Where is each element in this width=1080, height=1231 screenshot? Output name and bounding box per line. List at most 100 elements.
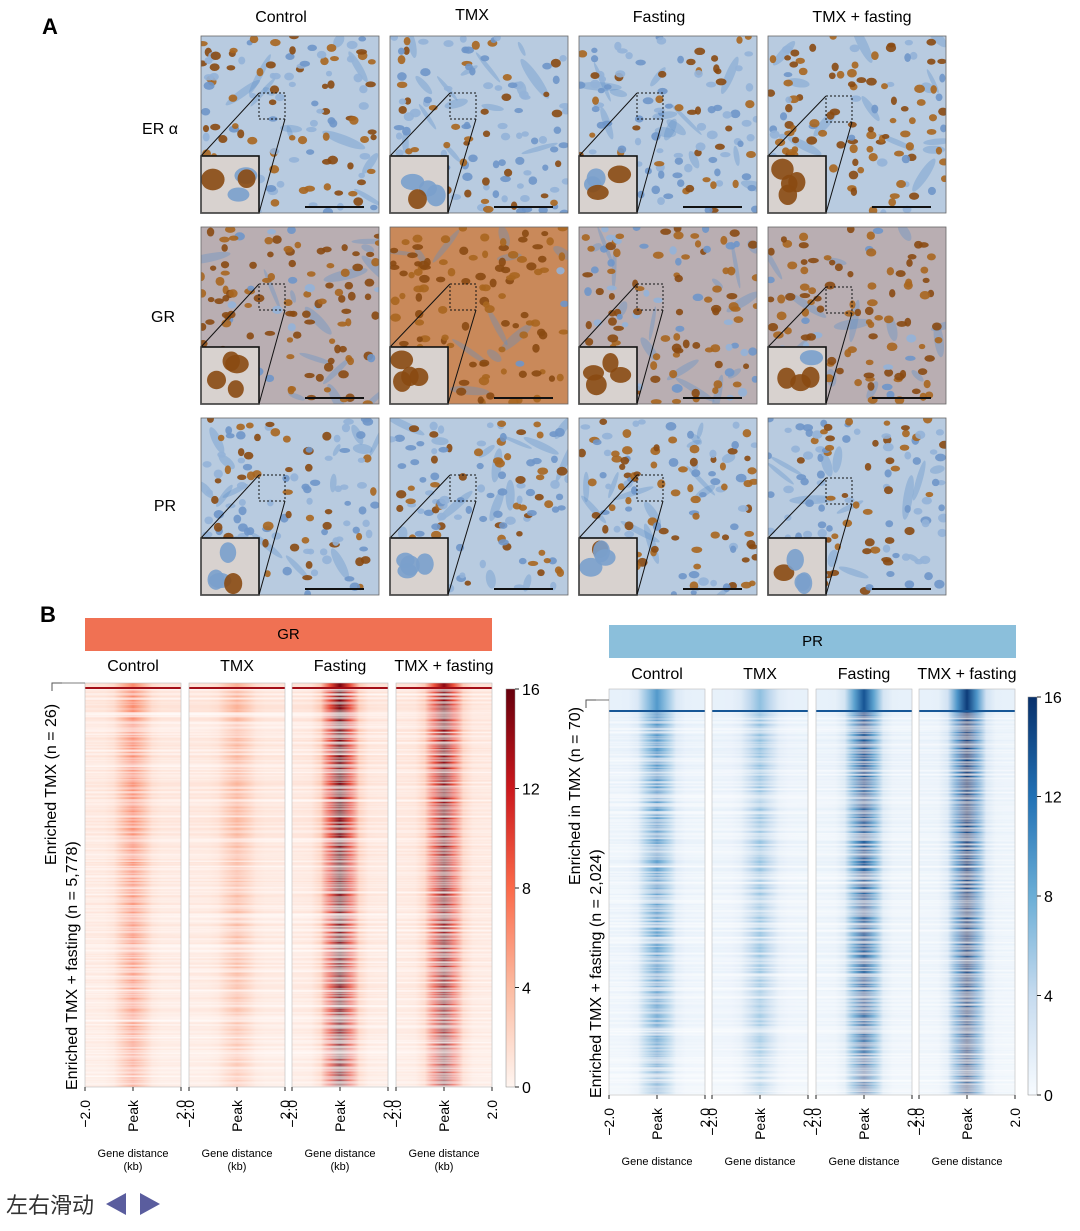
ihc-tile-gr-fasting bbox=[578, 226, 758, 405]
pr-xtick-label-2-2: 2.0 bbox=[904, 1108, 920, 1128]
pr-xtick-label-0-0: −2.0 bbox=[601, 1108, 617, 1136]
pr-xtick-label-0-2: 2.0 bbox=[697, 1108, 713, 1128]
pr-row-group-label-1: Enriched in TMX (n = 70) bbox=[567, 707, 584, 885]
gr-xtick-label-2-2: 2.0 bbox=[380, 1100, 396, 1120]
pr-colorbar-label-0: 0 bbox=[1044, 1088, 1053, 1105]
triangle-left-icon[interactable] bbox=[106, 1193, 127, 1215]
column-header-tmx-fasting: TMX + fasting bbox=[812, 9, 911, 26]
gr-xtick-label-2-1: Peak bbox=[332, 1099, 348, 1132]
gr-xtick-label-1-0: −2.0 bbox=[181, 1100, 197, 1128]
pr-fade-1 bbox=[712, 712, 808, 1095]
gr-colorbar-label-4: 16 bbox=[522, 682, 540, 699]
ihc-tile-gr-control bbox=[200, 226, 380, 405]
ihc-tile-pr-tmx-fasting bbox=[767, 417, 947, 596]
gr-title: GR bbox=[277, 626, 300, 643]
gr-xtick-label-0-2: 2.0 bbox=[173, 1100, 189, 1120]
gr-colorbar-label-1: 4 bbox=[522, 981, 531, 998]
pr-title: PR bbox=[802, 633, 823, 650]
pr-cell-top-0 bbox=[609, 689, 705, 711]
gr-xtick-label-3-0: −2.0 bbox=[388, 1100, 404, 1128]
row-label-er-alpha: ER α bbox=[142, 121, 178, 138]
pr-group-bracket bbox=[585, 699, 596, 708]
pr-title-bar bbox=[609, 625, 1016, 658]
pr-heatmap: PR Control −2.0 Peak 2.0 Gene distance TMX −2.0… bbox=[567, 625, 1062, 1168]
gr-xlabel-2: Gene distance (kb) bbox=[305, 1148, 376, 1173]
pr-column-header-0: Control bbox=[631, 666, 683, 683]
pr-xtick-label-1-1: Peak bbox=[752, 1107, 768, 1140]
pr-xlabel-1: Gene distance bbox=[725, 1156, 796, 1168]
gr-xtick-label-3-1: Peak bbox=[436, 1099, 452, 1132]
gr-cell-top-1 bbox=[189, 683, 285, 688]
pr-cell-top-3 bbox=[919, 689, 1015, 711]
row-label-gr: GR bbox=[151, 309, 175, 326]
ihc-tile-pr-tmx bbox=[389, 417, 569, 596]
ihc-tile-er-alpha-fasting bbox=[578, 35, 758, 214]
pr-colorbar-label-2: 8 bbox=[1044, 889, 1053, 906]
pr-divider-2 bbox=[816, 710, 912, 712]
gr-column-header-1: TMX bbox=[220, 658, 254, 675]
pr-xtick-label-3-1: Peak bbox=[959, 1107, 975, 1140]
ihc-tile-er-alpha-tmx bbox=[389, 35, 569, 214]
gr-fade-0 bbox=[85, 689, 181, 1087]
pr-xlabel-0: Gene distance bbox=[622, 1156, 693, 1168]
pr-xtick-label-1-0: −2.0 bbox=[704, 1108, 720, 1136]
gr-divider-1 bbox=[189, 687, 285, 689]
ihc-tile-gr-tmx-fasting bbox=[767, 226, 947, 405]
pr-fade-2 bbox=[816, 712, 912, 1095]
gr-row-group-label-1: Enriched TMX (n = 26) bbox=[43, 704, 60, 865]
column-header-tmx: TMX bbox=[455, 7, 489, 24]
pr-column-header-1: TMX bbox=[743, 666, 777, 683]
pr-xtick-label-3-0: −2.0 bbox=[911, 1108, 927, 1136]
gr-xtick-label-1-2: 2.0 bbox=[277, 1100, 293, 1120]
heatmap-panels: GR Control −2.0 Peak 2.0 Gene distance (kb) TMX… bbox=[43, 618, 1062, 1173]
ihc-tile-er-alpha-tmx-fasting bbox=[767, 35, 947, 214]
gr-column-header-0: Control bbox=[107, 658, 159, 675]
gr-colorbar-label-0: 0 bbox=[522, 1080, 531, 1097]
column-header-fasting: Fasting bbox=[633, 9, 685, 26]
pr-colorbar bbox=[1027, 696, 1038, 1096]
gr-xtick-label-0-1: Peak bbox=[125, 1099, 141, 1132]
gr-xlabel-0: Gene distance (kb) bbox=[98, 1148, 169, 1173]
gr-fade-3 bbox=[396, 689, 492, 1087]
pr-xtick-label-3-2: 2.0 bbox=[1007, 1108, 1023, 1128]
panel-a-row-labels: ER α GR PR bbox=[142, 121, 178, 515]
panel-a-label: A bbox=[42, 14, 58, 39]
triangle-right-icon[interactable] bbox=[140, 1193, 161, 1215]
pr-cell-top-2 bbox=[816, 689, 912, 711]
pr-divider-0 bbox=[609, 710, 705, 712]
pr-colorbar-label-1: 4 bbox=[1044, 989, 1053, 1006]
ihc-image-grid bbox=[200, 35, 947, 596]
pr-divider-1 bbox=[712, 710, 808, 712]
gr-divider-3 bbox=[396, 687, 492, 689]
panel-a-column-headers: Control TMX Fasting TMX + fasting bbox=[255, 7, 911, 26]
gr-column-header-3: TMX + fasting bbox=[394, 658, 493, 675]
gr-fade-1 bbox=[189, 689, 285, 1087]
gr-fade-2 bbox=[292, 689, 388, 1087]
pr-xtick-label-2-1: Peak bbox=[856, 1107, 872, 1140]
gr-colorbar-label-3: 12 bbox=[522, 782, 540, 799]
gr-cell-top-3 bbox=[396, 683, 492, 688]
gr-xlabel-1: Gene distance (kb) bbox=[202, 1148, 273, 1173]
pr-xtick-label-2-0: −2.0 bbox=[808, 1108, 824, 1136]
pr-xlabel-3: Gene distance bbox=[932, 1156, 1003, 1168]
gr-group-bracket bbox=[51, 682, 62, 691]
ihc-tile-er-alpha-control bbox=[200, 35, 380, 214]
gr-cell-top-0 bbox=[85, 683, 181, 688]
gr-xlabel-3: Gene distance (kb) bbox=[409, 1148, 480, 1173]
row-label-pr: PR bbox=[154, 498, 176, 515]
gr-title-bar bbox=[85, 618, 492, 651]
column-header-control: Control bbox=[255, 9, 307, 26]
ihc-tile-gr-tmx bbox=[389, 226, 569, 405]
gr-row-group-label-2: Enriched TMX + fasting (n = 5,778) bbox=[64, 841, 81, 1090]
gr-xtick-label-1-1: Peak bbox=[229, 1099, 245, 1132]
gr-divider-0 bbox=[85, 687, 181, 689]
gr-colorbar-label-2: 8 bbox=[522, 881, 531, 898]
pr-divider-3 bbox=[919, 710, 1015, 712]
gr-column-header-2: Fasting bbox=[314, 658, 366, 675]
pr-column-header-2: Fasting bbox=[838, 666, 890, 683]
pr-xlabel-2: Gene distance bbox=[829, 1156, 900, 1168]
pr-fade-0 bbox=[609, 712, 705, 1095]
panel-b-label: B bbox=[40, 602, 56, 627]
ihc-tile-pr-fasting bbox=[578, 417, 758, 596]
